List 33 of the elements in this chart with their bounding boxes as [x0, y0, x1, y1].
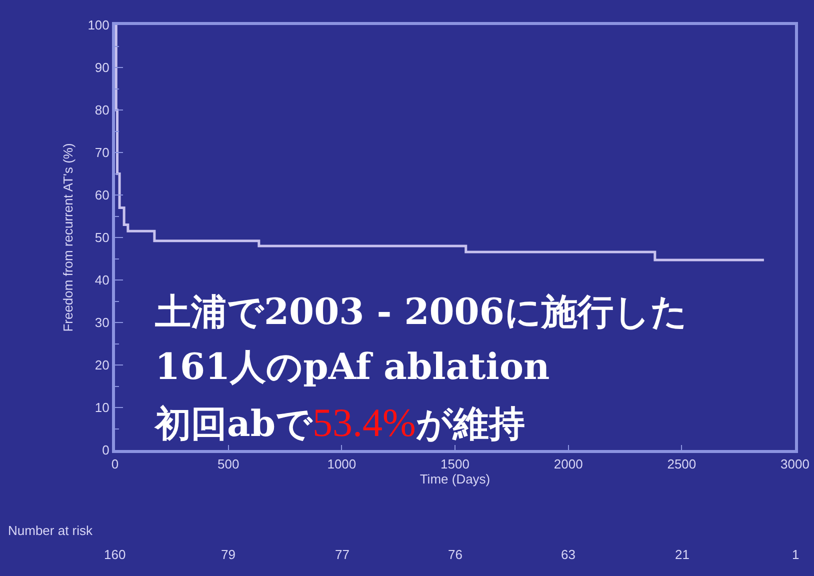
annotation: 161人のpAf ablation — [155, 346, 550, 388]
annotation: 土浦で2003 - 2006に施行した — [155, 291, 688, 333]
x-tick-label: 3000 — [780, 456, 810, 472]
x-tick-label: 2000 — [554, 456, 583, 472]
y-tick-label: 30 — [94, 315, 110, 330]
text: 1 — [792, 547, 800, 562]
y-tick-label: 50 — [94, 230, 110, 246]
text: 160 — [104, 547, 126, 562]
y-tick-label: 0 — [102, 442, 110, 458]
y-tick-label: 40 — [94, 272, 110, 288]
text: 76 — [448, 547, 462, 562]
annotation: 53.4% — [312, 400, 416, 445]
x-axis-title: Time (Days) — [420, 472, 490, 487]
x-tick-label: 1000 — [327, 456, 356, 472]
x-tick-label: 500 — [217, 456, 240, 472]
y-tick-label: 100 — [88, 18, 110, 33]
y-tick-label: 90 — [94, 60, 110, 76]
text: 79 — [221, 547, 236, 562]
y-tick-label: 10 — [94, 400, 110, 416]
text: 21 — [675, 547, 690, 562]
y-axis-title: Freedom from recurrent AT's (%) — [60, 143, 76, 332]
text: Number at risk — [8, 523, 94, 538]
y-tick-label: 80 — [94, 102, 110, 118]
y-tick-label: 70 — [94, 145, 110, 160]
x-tick-label: 2500 — [667, 456, 696, 472]
annotation: が維持 — [416, 403, 525, 445]
text: 77 — [335, 547, 350, 562]
x-tick-label: 1500 — [440, 456, 470, 472]
x-tick-label: 0 — [111, 456, 119, 472]
y-tick-label: 60 — [94, 188, 110, 203]
y-tick-label: 20 — [94, 358, 110, 373]
text: 63 — [561, 547, 576, 562]
annotation: 初回abで — [155, 403, 312, 445]
